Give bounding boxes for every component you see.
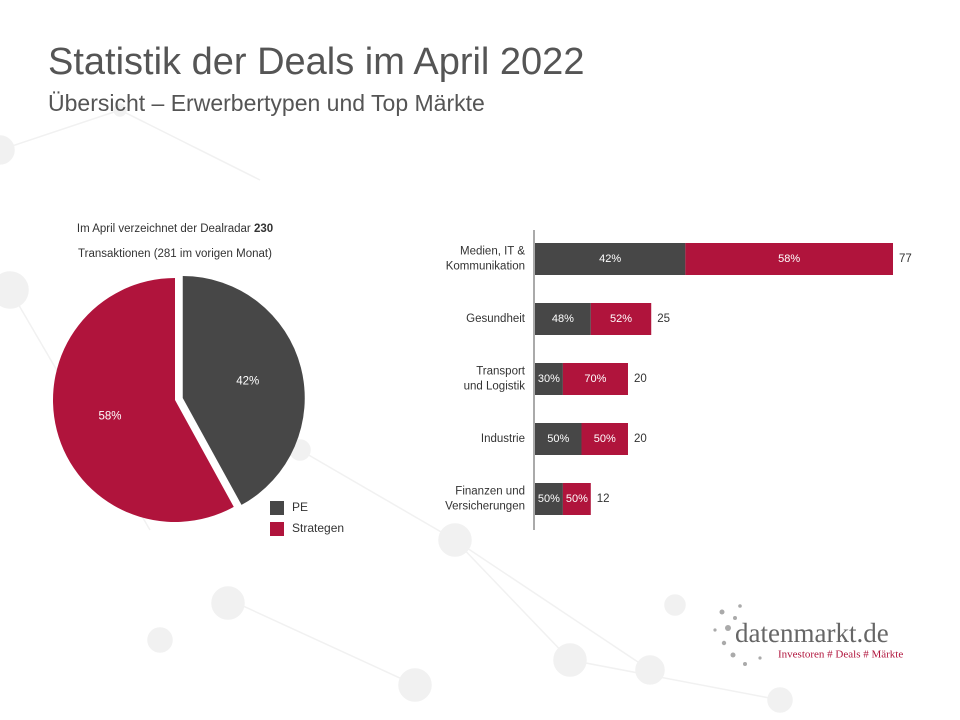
- slice-label: 42%: [236, 375, 259, 387]
- note-count: 230: [254, 223, 273, 235]
- segment-label: 50%: [547, 433, 569, 445]
- note-text: Im April verzeichnet der Dealradar: [77, 223, 251, 235]
- slice-label: 58%: [98, 411, 121, 423]
- total-label: 12: [597, 493, 610, 505]
- total-label: 77: [899, 253, 912, 265]
- logo-tagline: Investoren # Deals # Märkte: [778, 649, 903, 661]
- legend-label: PE: [292, 500, 308, 514]
- title: Statistik der Deals im April 2022: [48, 41, 584, 83]
- category-label: Industrie: [481, 433, 525, 445]
- segment-label: 58%: [778, 253, 800, 265]
- bar-segment: [581, 423, 628, 455]
- segment-label: 48%: [552, 313, 574, 325]
- segment-label: 42%: [599, 253, 621, 265]
- total-label: 20: [634, 373, 647, 385]
- segment-label: 50%: [566, 493, 588, 505]
- background-network: [0, 103, 793, 713]
- bar-segment: [535, 363, 563, 395]
- logo-name: datenmarkt.de: [735, 618, 889, 648]
- legend-label: Strategen: [292, 521, 344, 535]
- bar-segment: [535, 483, 563, 515]
- segment-label: 52%: [610, 313, 632, 325]
- bar-segment: [562, 483, 591, 515]
- segment-label: 50%: [594, 433, 616, 445]
- segment-label: 30%: [538, 373, 560, 385]
- logo: datenmarkt.de Investoren # Deals # Märkt…: [713, 604, 903, 666]
- note-line: Im April verzeichnet der Dealradar 230: [77, 223, 273, 235]
- subtitle: Übersicht – Erwerbertypen und Top Märkte: [48, 90, 485, 116]
- category-label: Gesundheit: [466, 313, 526, 325]
- note-line: Transaktionen (281 im vorigen Monat): [78, 248, 272, 260]
- pie-slice: [182, 276, 305, 505]
- segment-label: 70%: [584, 373, 606, 385]
- bar-segment: [685, 243, 893, 275]
- category-label: Medien, IT & Kommunikation: [446, 246, 526, 273]
- bar-segment: [590, 303, 652, 335]
- total-label: 20: [634, 433, 647, 445]
- pie-slice: [52, 278, 234, 522]
- bar-segment: [535, 243, 686, 275]
- total-label: 25: [657, 313, 670, 325]
- segment-label: 50%: [538, 493, 560, 505]
- category-label: Transport und Logistik: [464, 366, 526, 393]
- category-label: Finanzen und Versicherungen: [445, 486, 525, 513]
- bar-segment: [535, 423, 582, 455]
- bar-segment: [535, 303, 591, 335]
- legend-swatch: [270, 501, 284, 515]
- legend-swatch: [270, 522, 284, 536]
- bar-segment: [562, 363, 628, 395]
